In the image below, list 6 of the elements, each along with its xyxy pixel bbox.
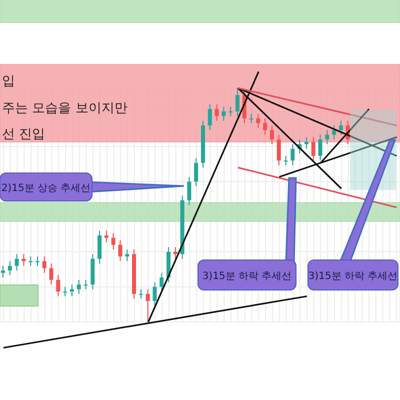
- annotation: 3)15분 하락 추세선: [308, 271, 398, 282]
- annotation: 2)15분 상승 추세선: [1, 183, 91, 194]
- annotation: 선 진입: [2, 127, 46, 142]
- annotation: 입: [2, 74, 15, 89]
- annotation: 주는 모습을 보이지만: [2, 101, 128, 116]
- annotation: 3)15분 하락 추세선: [202, 271, 292, 282]
